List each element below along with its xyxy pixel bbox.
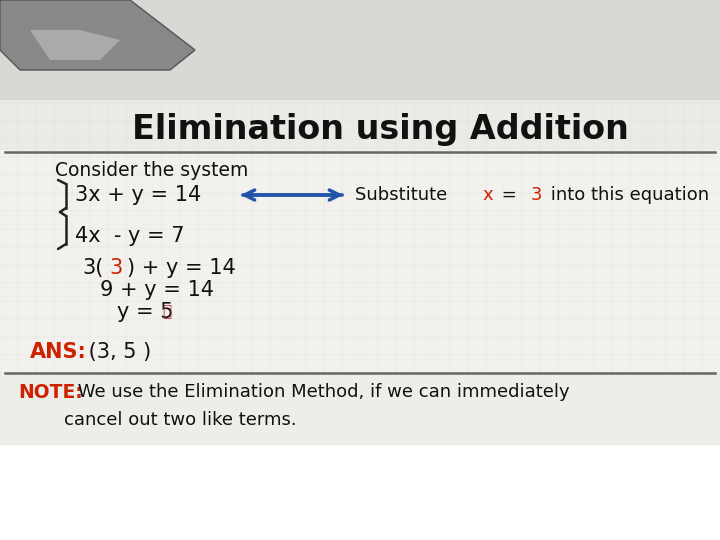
- FancyBboxPatch shape: [1, 62, 59, 84]
- Text: (3, 5 ): (3, 5 ): [82, 342, 151, 362]
- FancyBboxPatch shape: [531, 87, 629, 109]
- FancyBboxPatch shape: [411, 37, 509, 59]
- FancyBboxPatch shape: [81, 62, 199, 84]
- Text: 3: 3: [109, 258, 123, 278]
- FancyBboxPatch shape: [491, 12, 589, 34]
- FancyBboxPatch shape: [131, 87, 229, 109]
- Text: 3x + y = 14: 3x + y = 14: [75, 185, 202, 205]
- FancyBboxPatch shape: [481, 62, 579, 84]
- FancyBboxPatch shape: [271, 87, 369, 109]
- FancyBboxPatch shape: [361, 12, 459, 34]
- Text: cancel out two like terms.: cancel out two like terms.: [18, 411, 297, 429]
- FancyBboxPatch shape: [611, 62, 709, 84]
- Text: y = 5: y = 5: [117, 302, 174, 322]
- FancyBboxPatch shape: [621, 12, 719, 34]
- FancyBboxPatch shape: [151, 37, 249, 59]
- FancyBboxPatch shape: [541, 37, 639, 59]
- FancyBboxPatch shape: [0, 100, 720, 150]
- FancyBboxPatch shape: [91, 12, 189, 34]
- FancyBboxPatch shape: [351, 62, 449, 84]
- Text: ANS:: ANS:: [30, 342, 87, 362]
- Polygon shape: [0, 0, 720, 140]
- FancyBboxPatch shape: [221, 12, 329, 34]
- Text: 📋: 📋: [162, 305, 171, 320]
- FancyBboxPatch shape: [661, 87, 719, 109]
- Text: 3(: 3(: [82, 258, 104, 278]
- FancyBboxPatch shape: [221, 62, 319, 84]
- Text: NOTE:: NOTE:: [18, 382, 83, 402]
- Text: ) + y = 14: ) + y = 14: [127, 258, 235, 278]
- Text: We use the Elimination Method, if we can immediately: We use the Elimination Method, if we can…: [72, 383, 570, 401]
- FancyBboxPatch shape: [1, 87, 119, 109]
- FancyBboxPatch shape: [281, 37, 379, 59]
- FancyBboxPatch shape: [0, 105, 720, 445]
- Text: x: x: [482, 186, 493, 204]
- Text: 3: 3: [531, 186, 542, 204]
- Text: 4x  - y = 7: 4x - y = 7: [75, 226, 184, 246]
- FancyBboxPatch shape: [1, 37, 129, 59]
- FancyBboxPatch shape: [401, 87, 499, 109]
- Text: 9 + y = 14: 9 + y = 14: [100, 280, 214, 300]
- Polygon shape: [30, 30, 120, 60]
- Text: into this equation: into this equation: [546, 186, 709, 204]
- Text: Substitute: Substitute: [355, 186, 453, 204]
- Polygon shape: [0, 0, 195, 70]
- FancyBboxPatch shape: [1, 12, 69, 34]
- Text: =: =: [496, 186, 523, 204]
- Text: Consider the system: Consider the system: [55, 160, 248, 179]
- FancyBboxPatch shape: [0, 373, 720, 445]
- FancyBboxPatch shape: [0, 0, 720, 110]
- Text: Elimination using Addition: Elimination using Addition: [132, 113, 629, 146]
- FancyBboxPatch shape: [671, 37, 719, 59]
